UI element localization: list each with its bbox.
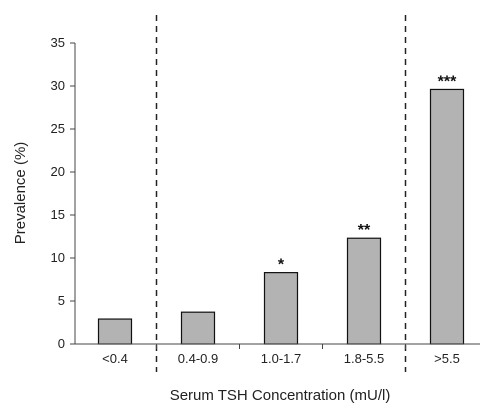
x-tick-label: <0.4 (102, 351, 128, 366)
x-tick-label: 1.0-1.7 (261, 351, 301, 366)
y-axis-title: Prevalence (%) (12, 142, 29, 245)
y-tick-label: 25 (51, 121, 65, 136)
y-tick-label: 10 (51, 250, 65, 265)
bar (346, 237, 382, 345)
bars-group (97, 88, 465, 345)
x-tick-label: >5.5 (434, 351, 460, 366)
reference-lines (155, 15, 407, 372)
significance-annotation: ** (358, 222, 371, 239)
y-tick-label: 15 (51, 207, 65, 222)
y-tick-label: 30 (51, 78, 65, 93)
bar (429, 88, 465, 345)
x-tick-label: 0.4-0.9 (178, 351, 218, 366)
y-tick-label: 35 (51, 35, 65, 50)
significance-annotation: *** (438, 73, 457, 90)
axes (70, 42, 480, 349)
bar (97, 318, 133, 345)
bar (180, 311, 216, 345)
y-tick-label: 0 (58, 336, 65, 351)
x-tick-label: 1.8-5.5 (344, 351, 384, 366)
significance-annotation: * (278, 257, 285, 274)
y-tick-labels: 0 5 10 15 20 25 30 35 (51, 35, 65, 351)
x-axis-title: Serum TSH Concentration (mU/l) (170, 387, 391, 404)
bar (263, 272, 299, 345)
significance-annotations: ****** (278, 73, 457, 273)
x-tick-labels: <0.4 0.4-0.9 1.0-1.7 1.8-5.5 >5.5 (102, 351, 460, 366)
y-tick-label: 5 (58, 293, 65, 308)
y-tick-label: 20 (51, 164, 65, 179)
